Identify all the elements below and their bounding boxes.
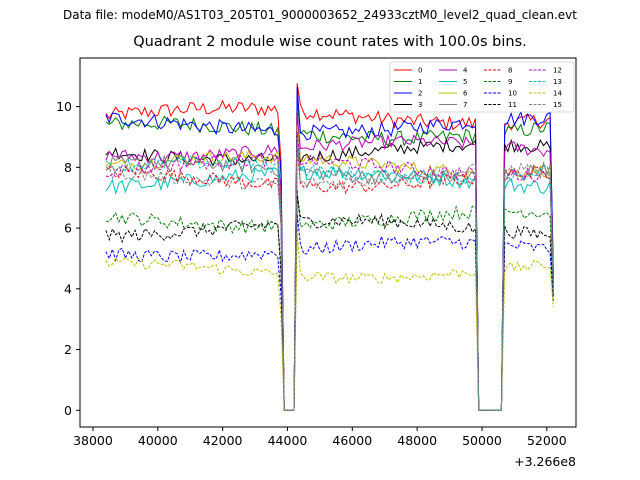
legend-label-11: 11 bbox=[508, 101, 517, 109]
series-layer bbox=[105, 83, 554, 411]
chart-title: Quadrant 2 module wise count rates with … bbox=[133, 34, 527, 50]
y-tick-label: 4 bbox=[64, 281, 72, 296]
legend-label-4: 4 bbox=[463, 67, 468, 75]
x-tick-label: 38000 bbox=[73, 433, 113, 448]
x-tick-label: 52000 bbox=[527, 433, 567, 448]
legend-label-6: 6 bbox=[463, 90, 468, 98]
y-tick-label: 2 bbox=[64, 342, 72, 357]
x-tick-label: 46000 bbox=[332, 433, 372, 448]
axes-frame bbox=[79, 57, 577, 428]
legend-label-1: 1 bbox=[418, 78, 422, 86]
legend-label-8: 8 bbox=[508, 67, 512, 75]
y-tick-label: 8 bbox=[64, 160, 72, 175]
legend-label-15: 15 bbox=[553, 101, 562, 109]
x-tick-label: 50000 bbox=[462, 433, 502, 448]
x-tick-label: 48000 bbox=[397, 433, 437, 448]
legend-label-5: 5 bbox=[463, 78, 467, 86]
legend-label-7: 7 bbox=[463, 101, 467, 109]
series-line-15 bbox=[105, 140, 554, 411]
x-axis: 38000 40000 42000 44000 46000 48000 50000 52000 bbox=[73, 427, 567, 448]
y-tick-label: 6 bbox=[64, 221, 72, 236]
legend-label-12: 12 bbox=[553, 67, 562, 75]
x-tick-label: 44000 bbox=[268, 433, 308, 448]
x-offset-label: +3.266e8 bbox=[514, 454, 576, 469]
y-axis: 0 2 4 6 8 10 bbox=[56, 99, 80, 418]
y-tick-label: 0 bbox=[64, 403, 72, 418]
figure-suptitle: Data file: modeM0/AS1T03_205T01_90000036… bbox=[63, 8, 577, 22]
legend-label-2: 2 bbox=[418, 90, 422, 98]
legend-box bbox=[389, 61, 575, 113]
y-tick-label: 10 bbox=[56, 99, 72, 114]
legend-label-3: 3 bbox=[418, 101, 422, 109]
legend-label-10: 10 bbox=[508, 90, 517, 98]
legend-label-13: 13 bbox=[553, 78, 562, 86]
legend-label-14: 14 bbox=[553, 90, 562, 98]
legend-label-9: 9 bbox=[508, 78, 512, 86]
legend-label-0: 0 bbox=[418, 67, 422, 75]
x-tick-label: 42000 bbox=[203, 433, 243, 448]
x-tick-label: 40000 bbox=[138, 433, 178, 448]
